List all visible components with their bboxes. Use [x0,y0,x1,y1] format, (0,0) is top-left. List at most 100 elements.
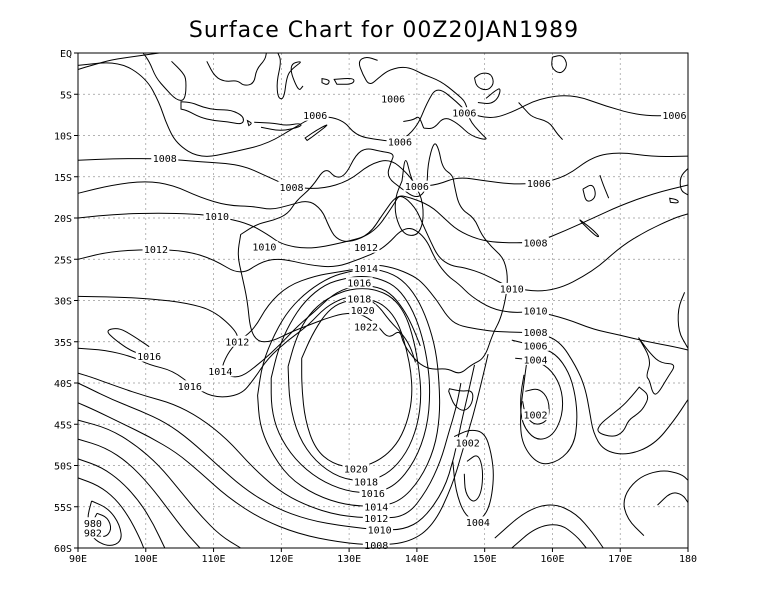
coastline-sumatra [142,52,187,101]
isobar [107,328,150,358]
isobar [77,152,689,189]
isobar-label: 1012 [354,243,378,254]
isobar-label-bg [366,523,394,535]
isobar-label: 1010 [368,525,392,536]
isobar-label: 1006 [527,179,551,190]
isobar-label-bg [522,305,549,317]
isobar [270,275,431,494]
isobar-label-bg [345,277,373,289]
isobar [623,470,689,536]
isobar-label-bg [352,241,380,253]
x-tick-label: 150E [473,554,497,565]
isobar-label: 1014 [354,264,378,275]
isobar [77,372,462,519]
isobar-label: 1006 [405,182,429,193]
isobar-label: 1010 [252,242,276,253]
isobar-label: 1006 [523,341,547,352]
isobar-label-bg [661,109,688,121]
isobar-label: 1006 [452,109,476,120]
isobar-label: 1002 [456,439,480,450]
isobar-label: 1016 [361,489,385,500]
isobar-label-bg [301,109,329,121]
isobar-label: 1012 [364,514,388,525]
isobar-label-bg [176,380,204,392]
isobar-label: 1016 [178,382,202,393]
isobar-label-bg [250,240,278,252]
isobar [77,264,689,455]
chart-title: Surface Chart for 00Z20JAN1989 [188,18,580,43]
isobar-label-bg [352,476,380,487]
isobar-label-bg [359,487,387,499]
isobar-label: 1008 [523,328,547,339]
isobar-label-bg [450,107,478,119]
isobar-label-bg [379,93,407,105]
x-tick-label: 110E [202,554,226,565]
isobar-labels: 1006 1008 1006 1006 1006 1006 1006 1008 1006 1006… [82,93,688,552]
axes: 90E 100E 110E 120E 130E 140E 150E 160E 170E 180 EQ… [54,49,697,565]
isobar [452,429,494,521]
y-tick-label: 60S [54,544,72,555]
isobar-label-bg [362,539,390,551]
isobar [474,72,494,91]
isobar-label: 1010 [500,284,524,295]
isobar [301,298,413,468]
isobar-label: 1012 [225,337,249,348]
coastline-bali [246,119,252,127]
coastline-timor [304,124,328,142]
isobar [77,228,689,351]
isobar-label-bg [203,210,231,222]
coastline-lesser-sunda [254,121,302,131]
coastline-java [180,101,244,125]
isobar-label: 1020 [351,306,375,317]
isobar-label-bg [464,516,492,528]
x-tick-label: 170E [608,554,632,565]
x-tick-label: 180 [679,554,697,565]
isobar-label-bg [362,500,390,512]
y-tick-label: EQ [60,49,72,60]
coastline-fiji [669,197,679,204]
isobar-label-bg [454,437,482,449]
coastline-solomons [518,102,563,140]
isobar-label: 1008 [279,183,303,194]
isobar-label: 1002 [523,411,547,422]
isobar [551,55,567,74]
coastline-tasmania [448,388,474,411]
isobar-label: 982 [84,529,102,540]
isobar [77,353,489,546]
isobar-label: 1008 [523,238,547,249]
isobar-label: 1006 [662,111,686,122]
isobar-label: 980 [84,519,102,530]
isobar [77,438,201,549]
isobar [77,458,166,549]
coastline-buru [321,77,330,85]
isobar [77,52,160,70]
isobar-label-bg [82,527,104,539]
x-tick-label: 160E [540,554,564,565]
isobar [77,62,689,157]
isobar-label-bg [498,282,526,294]
isobar-label: 1012 [144,245,168,256]
y-tick-label: 45S [54,420,72,431]
y-tick-label: 35S [54,338,72,349]
isobar-label-bg [206,365,234,377]
isobar [677,292,689,349]
isobar-label: 1014 [364,502,388,513]
isobar-label: 1006 [381,95,405,106]
isobar-label: 1004 [523,355,547,366]
isobar-label-bg [278,181,305,193]
isobar-label: 1020 [344,464,368,475]
coastline-borneo [206,52,267,86]
isobar [77,419,241,549]
x-tick-label: 90E [69,554,87,565]
plot-frame [77,52,689,549]
isobar [77,196,689,292]
isobar-label-bg [345,292,373,304]
isobar-label-bg [522,353,549,365]
isobar-label: 1006 [388,138,412,149]
y-tick-label: 20S [54,214,72,225]
isobar-label: 1022 [354,322,378,333]
coastline-new-guinea-west [358,56,424,84]
isobar-label: 1008 [364,541,388,552]
isobar-label: 1016 [347,279,371,290]
x-tick-label: 140E [405,554,429,565]
